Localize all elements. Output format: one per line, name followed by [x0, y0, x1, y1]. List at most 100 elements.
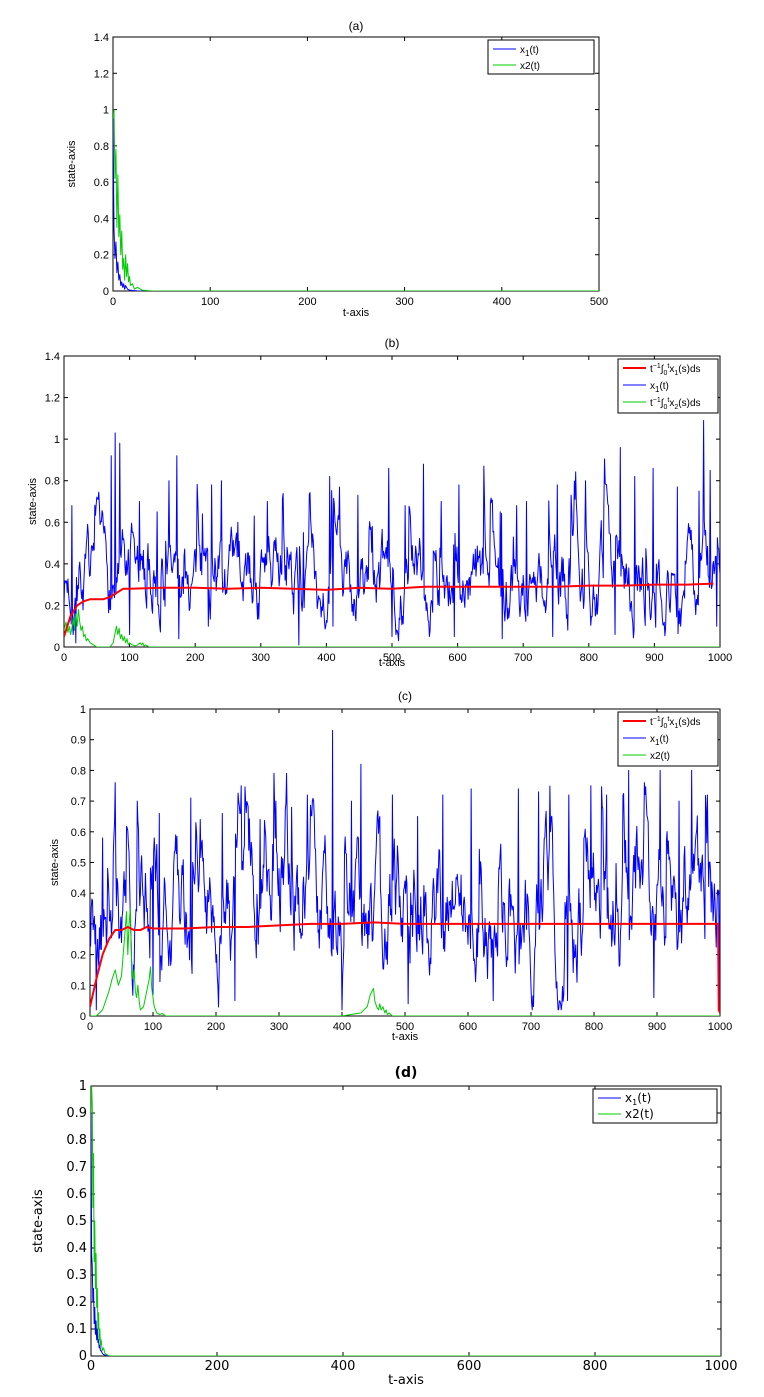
- y-tick-label: 0.4: [71, 888, 86, 900]
- y-tick-label: 1: [80, 704, 86, 716]
- legend-label: x1(t): [520, 45, 539, 58]
- x-axis-label: t-axis: [343, 307, 370, 319]
- x-tick-label: 700: [514, 652, 532, 664]
- y-tick-label: 0.2: [94, 250, 109, 262]
- x-tick-label: 0: [87, 1021, 93, 1033]
- legend-label: x2(t): [650, 751, 670, 762]
- x-tick-label: 400: [317, 652, 335, 664]
- x-axis-label: t-axis: [379, 657, 406, 669]
- chart-title: (d): [395, 1065, 418, 1081]
- x-tick-label: 1000: [704, 1359, 737, 1374]
- y-tick-label: 0.2: [71, 950, 86, 962]
- legend: t−1∫0tx1(s)ds x1(t) t−1∫0tx2(s)ds: [617, 358, 719, 414]
- y-tick-label: 0.9: [71, 735, 86, 747]
- y-tick-label: 1: [103, 105, 109, 117]
- y-axis-label: state-axis: [27, 477, 39, 525]
- x-tick-label: 200: [207, 1021, 225, 1033]
- y-axis-label: state-axis: [66, 140, 78, 188]
- y-tick-label: 0.8: [94, 141, 109, 153]
- plot-area: [112, 36, 600, 292]
- legend: x1(t)x2(t): [592, 1088, 718, 1124]
- series-group: [90, 729, 720, 1016]
- series-line-0: [113, 113, 599, 291]
- y-tick-label: 1: [79, 1079, 87, 1094]
- x-tick-label: 0: [61, 652, 67, 664]
- series-line-1: [113, 109, 599, 291]
- x-tick-label: 500: [383, 652, 401, 664]
- series-group: [91, 1086, 721, 1356]
- series-line-1: [91, 1086, 721, 1356]
- x-tick-label: 400: [331, 1359, 356, 1374]
- panel-b: (b) 0 100 200 300 400 500 600 700 800 900 1000 0 0.2 0…: [27, 336, 732, 669]
- y-tick-label: 1.2: [45, 393, 60, 405]
- x-tick-label: 300: [270, 1021, 288, 1033]
- x-tick-label: 900: [648, 1021, 666, 1033]
- legend: x1(t)x2(t): [487, 39, 595, 75]
- y-tick-label: 0.6: [45, 517, 60, 529]
- series-line-2: [90, 908, 720, 1016]
- x-tick-label: 200: [298, 296, 316, 308]
- legend-label: t−1∫0tx1(s)ds: [650, 716, 701, 730]
- y-axis-label: state-axis: [49, 838, 61, 886]
- series-line-0: [91, 1099, 721, 1356]
- y-tick-label: 0.4: [66, 1241, 87, 1256]
- x-tick-label: 300: [252, 652, 270, 664]
- legend-label: x1(t): [650, 734, 669, 747]
- legend-box: [592, 1088, 718, 1124]
- legend-label: x1(t): [650, 381, 669, 394]
- y-tick-label: 0: [80, 1011, 86, 1023]
- x-tick-label: 800: [583, 1359, 608, 1374]
- series-group: [113, 109, 599, 291]
- y-tick-label: 1.2: [94, 68, 109, 80]
- x-tick-label: 800: [585, 1021, 603, 1033]
- y-tick-label: 0.9: [66, 1106, 87, 1121]
- y-tick-label: 1: [54, 434, 60, 446]
- chart-title: (c): [398, 689, 412, 703]
- y-tick-label: 0.8: [66, 1133, 87, 1148]
- y-axis-label: state-axis: [31, 1189, 46, 1253]
- series-line-1: [64, 419, 720, 646]
- x-tick-label: 1000: [708, 652, 732, 664]
- legend-label: x1(t): [625, 1091, 651, 1107]
- series-line-0: [64, 582, 714, 637]
- x-tick-label: 500: [590, 296, 608, 308]
- y-tick-label: 0.7: [71, 796, 86, 808]
- y-tick-label: 1.4: [45, 351, 60, 363]
- x-tick-label: 600: [457, 1359, 482, 1374]
- y-tick-label: 0.5: [66, 1214, 87, 1229]
- series-group: [64, 419, 720, 647]
- y-tick-label: 0.5: [71, 858, 86, 870]
- x-tick-label: 200: [186, 652, 204, 664]
- y-tick-label: 0.4: [94, 213, 109, 225]
- legend-label: t−1∫0tx2(s)ds: [650, 397, 701, 411]
- legend-box: [487, 39, 595, 75]
- x-tick-label: 200: [205, 1359, 230, 1374]
- panel-a: (a) 0 100 200 300 400 500 0 0.2 0.4 0.6 0.8 1 1.2 1.4 t…: [66, 19, 608, 319]
- x-tick-label: 0: [87, 1359, 95, 1374]
- y-tick-label: 0.7: [66, 1160, 87, 1175]
- x-axis-label: t-axis: [392, 1031, 419, 1043]
- panel-c: (c) 0 100 200 300 400 500 600 700 800 900 1000 0 0.1 0…: [49, 689, 732, 1043]
- x-tick-label: 100: [144, 1021, 162, 1033]
- y-tick-label: 0: [54, 642, 60, 654]
- y-tick-label: 0.2: [66, 1295, 87, 1310]
- y-tick-label: 0.1: [71, 980, 86, 992]
- y-tick-label: 0.6: [71, 827, 86, 839]
- y-tick-label: 0.6: [66, 1187, 87, 1202]
- x-tick-label: 1000: [708, 1021, 732, 1033]
- y-tick-label: 0.8: [71, 765, 86, 777]
- x-tick-label: 0: [110, 296, 116, 308]
- x-tick-label: 500: [396, 1021, 414, 1033]
- series-line-2: [64, 609, 720, 647]
- chart-title: (b): [385, 336, 400, 350]
- legend-label: x2(t): [625, 1107, 654, 1121]
- x-tick-label: 600: [459, 1021, 477, 1033]
- y-tick-label: 0.8: [45, 476, 60, 488]
- chart-title: (a): [349, 19, 364, 33]
- y-tick-label: 0.6: [94, 177, 109, 189]
- y-tick-label: 0.3: [66, 1268, 87, 1283]
- x-axis-label: t-axis: [388, 1373, 424, 1388]
- legend-label: t−1∫0tx1(s)ds: [650, 363, 701, 377]
- x-tick-label: 400: [493, 296, 511, 308]
